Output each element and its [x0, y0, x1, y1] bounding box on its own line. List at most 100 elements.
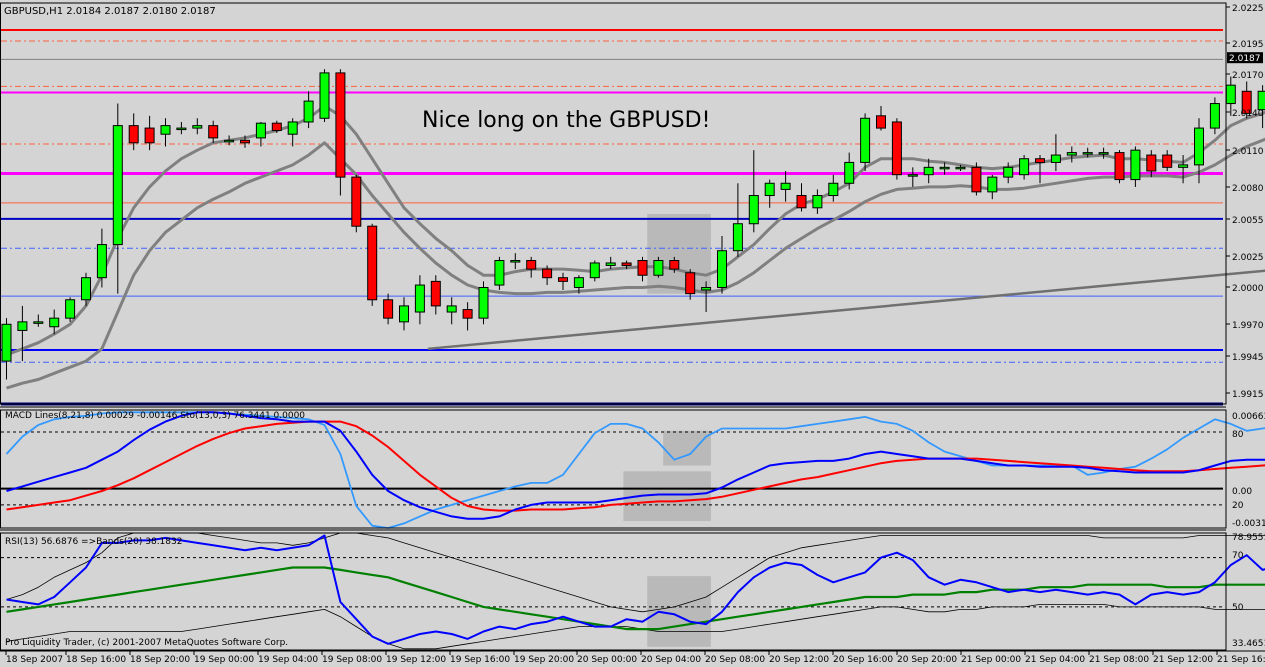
- candle-body: [573, 277, 584, 289]
- candle-body: [224, 139, 235, 143]
- panel-frames: [0, 2, 1227, 651]
- candle: [653, 256, 664, 278]
- candle-body: [1178, 164, 1189, 168]
- candle: [717, 235, 727, 294]
- candle: [319, 69, 330, 122]
- candle-body: [1098, 152, 1109, 155]
- candle-body: [653, 260, 664, 276]
- price-axis: 2.0225 2.0195 2.0170 2.0140 2.0110 2.0080 2.00…: [1226, 4, 1265, 649]
- candle-body: [96, 244, 107, 279]
- time-axis-label: 19 Sep 16:00: [450, 655, 510, 665]
- candle: [81, 272, 91, 306]
- rsi-label: RSI(13) 56.6876 =>Bands(20) 38.1832: [5, 537, 182, 547]
- candle: [399, 297, 409, 331]
- price-axis-label: 1.9915: [1232, 390, 1264, 400]
- candle: [1241, 81, 1252, 119]
- candle: [526, 256, 537, 278]
- price-axis-label: 2.0110: [1232, 147, 1264, 157]
- macd-axis-label: 0.00663: [1232, 412, 1265, 422]
- macd-frame: [0, 409, 1227, 529]
- candle: [748, 150, 759, 233]
- candle: [144, 115, 155, 151]
- candle: [33, 314, 44, 327]
- chart-header: GBPUSD,H1 2.0184 2.0187 2.0180 2.0187: [4, 6, 216, 17]
- candle: [17, 305, 28, 362]
- macd-axis-label: 0.00: [1232, 487, 1252, 497]
- rsi-panel[interactable]: [1, 532, 1265, 650]
- candle: [240, 135, 250, 148]
- price-panel[interactable]: [1, 28, 1265, 406]
- candle-body: [907, 174, 918, 177]
- candle-body: [558, 277, 568, 282]
- candle-body: [1194, 127, 1204, 166]
- candle-body: [891, 121, 902, 176]
- price-axis-label: 2.0170: [1232, 71, 1264, 81]
- candle: [287, 118, 298, 147]
- time-axis-label: 20 Sep 16:00: [833, 655, 893, 665]
- rsi-line: [6, 534, 1265, 645]
- candle-body: [510, 260, 521, 263]
- candle-body: [319, 72, 330, 119]
- candle: [971, 162, 982, 196]
- candle-body: [1, 323, 12, 362]
- candle-body: [1241, 90, 1252, 114]
- price-axis-label: 1.9945: [1232, 353, 1264, 363]
- candle-body: [844, 161, 855, 184]
- candle: [335, 69, 346, 196]
- price-axis-label: 2.0055: [1232, 216, 1264, 226]
- candle-body: [303, 100, 314, 123]
- candle: [589, 260, 600, 282]
- candle-body: [49, 317, 60, 328]
- time-axis-label: 20 Sep 00:00: [577, 655, 637, 665]
- candle-body: [255, 122, 266, 139]
- candle: [49, 309, 60, 335]
- candle-body: [669, 260, 680, 270]
- candle: [478, 281, 489, 325]
- candle: [1066, 146, 1077, 163]
- candle: [446, 297, 457, 325]
- candle-body: [494, 260, 505, 286]
- macd-panel[interactable]: [1, 411, 1265, 529]
- macd-signal-line: [6, 420, 1265, 512]
- chart-annotation: Nice long on the GBPUSD!: [422, 108, 710, 133]
- candle: [573, 275, 584, 294]
- candle: [430, 275, 441, 315]
- candle-body: [446, 305, 457, 313]
- candle: [637, 256, 648, 282]
- rsi-band-lower: [6, 604, 1265, 650]
- rsi-axis-label: 70: [1232, 551, 1244, 561]
- candle: [1035, 155, 1045, 184]
- price-axis-label: 1.9970: [1232, 321, 1264, 331]
- macd-highlight-box: [663, 430, 711, 466]
- candle-body: [128, 125, 139, 144]
- candle-body: [748, 195, 759, 225]
- candle-body: [1082, 152, 1093, 155]
- candle: [176, 121, 187, 135]
- candle-body: [1146, 154, 1157, 172]
- candle: [844, 152, 855, 190]
- candle-body: [383, 299, 394, 319]
- candle-body: [685, 272, 696, 295]
- candle: [907, 167, 918, 187]
- rsi-axis-label: 78.9551: [1232, 533, 1265, 543]
- candle-body: [1162, 154, 1173, 168]
- candle: [510, 253, 521, 270]
- trendline: [427, 269, 1265, 351]
- candle-body: [1066, 152, 1077, 156]
- price-highlight-box: [647, 213, 711, 294]
- candle-body: [732, 223, 743, 252]
- candle: [112, 103, 123, 294]
- candle-body: [1209, 103, 1220, 129]
- candle: [494, 256, 505, 290]
- candle: [860, 113, 871, 172]
- candle: [796, 183, 807, 212]
- candle: [876, 106, 886, 131]
- candle: [542, 265, 553, 286]
- candle: [351, 174, 362, 233]
- time-axis-label: 19 Sep 20:00: [514, 655, 574, 665]
- candle: [1178, 155, 1189, 184]
- candle-body: [335, 72, 346, 178]
